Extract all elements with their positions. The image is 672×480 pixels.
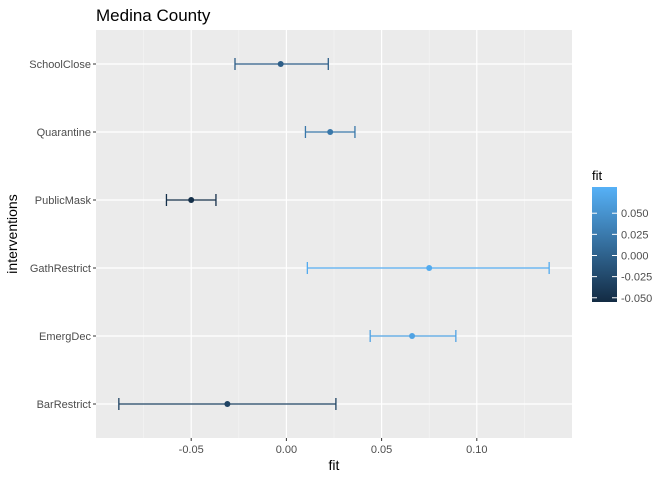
legend-tick-label: 0.000: [621, 250, 649, 262]
legend-tick-label: -0.050: [621, 293, 652, 305]
y-tick-label: Quarantine: [37, 127, 91, 139]
legend-tick-label: 0.025: [621, 229, 649, 241]
data-marks: [118, 58, 550, 410]
y-tick-label: SchoolClose: [29, 59, 91, 71]
legend: fit 0.050 0.025 0.000 -0.025 -0.050: [592, 168, 652, 305]
x-tick-label: 0.05: [371, 444, 392, 456]
data-point: [224, 401, 231, 407]
y-axis: BarRestrict EmergDec GathRestrict PublicMas…: [29, 59, 96, 411]
data-point: [327, 129, 334, 135]
y-tick-label: GathRestrict: [30, 263, 91, 275]
x-tick-label: 0.10: [466, 444, 487, 456]
legend-colorbar: [592, 187, 617, 302]
legend-tick-label: -0.025: [621, 272, 652, 284]
data-point: [188, 197, 195, 203]
y-axis-title: interventions: [4, 194, 20, 273]
x-tick-label: 0.00: [276, 444, 297, 456]
y-tick-label: EmergDec: [39, 331, 91, 343]
legend-tick-label: 0.050: [621, 208, 649, 220]
y-tick-label: BarRestrict: [37, 399, 91, 411]
x-axis-title: fit: [329, 457, 340, 473]
x-tick-label: -0.05: [179, 444, 204, 456]
y-tick-label: PublicMask: [35, 195, 92, 207]
legend-title: fit: [592, 168, 603, 183]
x-axis: -0.05 0.00 0.05 0.10: [179, 438, 488, 456]
chart-title: Medina County: [96, 6, 211, 25]
data-point: [277, 61, 284, 67]
legend-ticks: 0.050 0.025 0.000 -0.025 -0.050: [592, 208, 652, 305]
data-point: [426, 265, 433, 271]
data-point: [409, 333, 416, 339]
